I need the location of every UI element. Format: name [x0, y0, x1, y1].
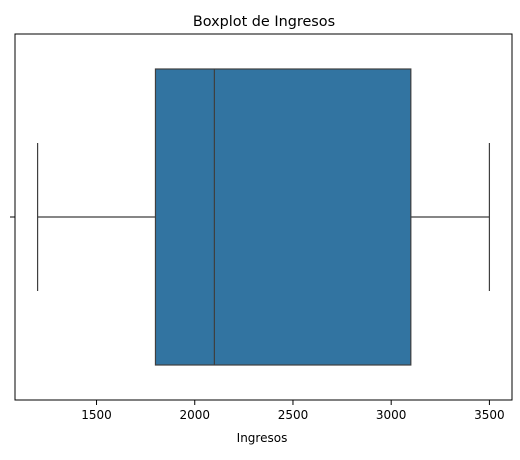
x-tick-label: 3500: [474, 408, 505, 422]
x-tick-label: 2500: [278, 408, 309, 422]
box-iqr: [154, 68, 412, 366]
x-axis-ticks: 1500 2000 2500 3000 3500: [81, 400, 505, 422]
x-tick-label: 3000: [376, 408, 407, 422]
x-axis-label: Ingresos: [237, 431, 288, 445]
plot-marks: [36, 68, 491, 366]
chart-title: Boxplot de Ingresos: [193, 14, 335, 30]
x-tick-label: 1500: [81, 408, 112, 422]
x-tick-label: 2000: [179, 408, 210, 422]
